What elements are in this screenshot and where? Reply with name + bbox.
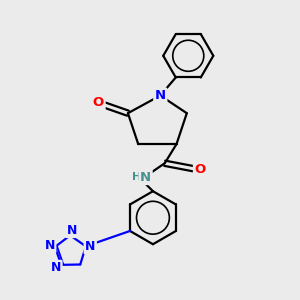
Text: O: O <box>93 96 104 110</box>
Text: N: N <box>140 171 151 184</box>
Text: N: N <box>85 240 95 253</box>
Text: N: N <box>44 239 55 252</box>
Text: N: N <box>67 224 77 237</box>
Text: N: N <box>51 261 61 274</box>
Text: N: N <box>155 89 166 102</box>
Text: H: H <box>132 172 141 182</box>
Text: O: O <box>194 163 206 176</box>
